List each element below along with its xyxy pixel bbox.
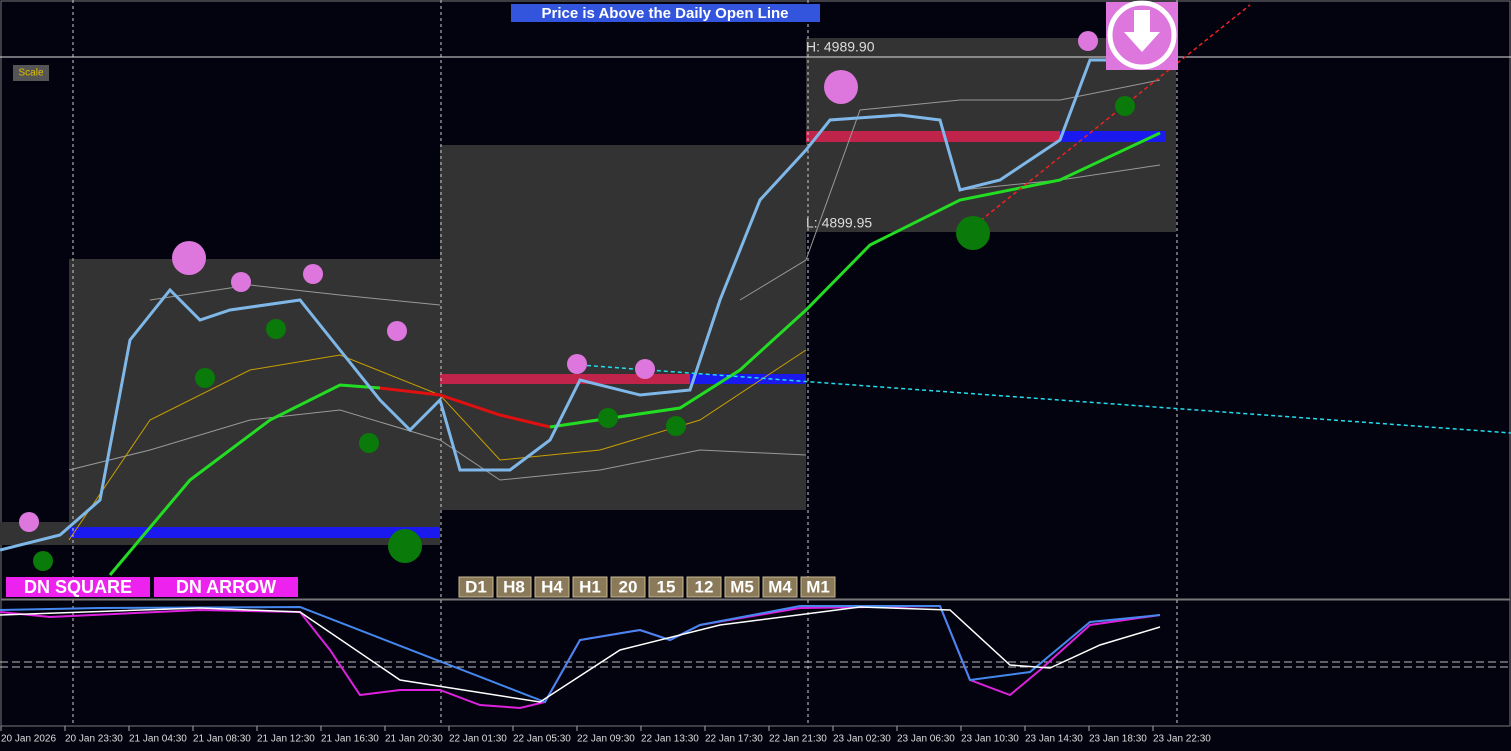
moving-average <box>549 131 1161 429</box>
session-box <box>0 522 69 545</box>
timeframe-button[interactable] <box>496 576 532 598</box>
time-label: 22 Jan 21:30 <box>769 734 827 745</box>
timeframe-label[interactable]: H8 <box>503 577 525 596</box>
timeframe-label[interactable]: 15 <box>657 577 676 596</box>
timeframe-button[interactable] <box>648 576 684 598</box>
time-label: 20 Jan 2026 <box>1 734 56 745</box>
price <box>0 53 1161 552</box>
day-separators <box>72 0 1178 726</box>
signal-button-label[interactable]: DN ARROW <box>176 577 276 597</box>
signal-dots <box>33 96 1135 571</box>
time-label: 23 Jan 06:30 <box>897 734 955 745</box>
high-label: H: 4989.90 <box>806 39 875 55</box>
banner-bg <box>511 4 820 22</box>
zone <box>1060 131 1166 142</box>
signal-button-label[interactable]: DN SQUARE <box>24 577 132 597</box>
time-label: 22 Jan 09:30 <box>577 734 635 745</box>
zone <box>690 374 806 384</box>
timeframe-button[interactable] <box>572 576 608 598</box>
timeframe-button[interactable] <box>800 576 836 598</box>
timeframe-label[interactable]: 12 <box>695 577 714 596</box>
time-label: 23 Jan 02:30 <box>833 734 891 745</box>
session-box <box>69 259 440 545</box>
time-label: 22 Jan 05:30 <box>513 734 571 745</box>
time-label: 23 Jan 18:30 <box>1089 734 1147 745</box>
trend-line <box>974 4 1251 226</box>
timeframe-label[interactable]: M5 <box>730 577 754 596</box>
low-label: L: 4899.95 <box>806 215 872 231</box>
signal-line <box>0 606 1161 703</box>
scale-button[interactable] <box>13 65 49 81</box>
session-box <box>440 145 806 510</box>
timeframe-label[interactable]: M4 <box>768 577 792 596</box>
trend-line <box>579 364 1511 434</box>
time-label: 21 Jan 04:30 <box>129 734 187 745</box>
zone <box>806 131 1060 142</box>
time-label: 20 Jan 23:30 <box>65 734 123 745</box>
time-label: 23 Jan 14:30 <box>1025 734 1083 745</box>
time-label: 21 Jan 16:30 <box>321 734 379 745</box>
time-label: 22 Jan 13:30 <box>641 734 699 745</box>
oscillator <box>0 605 1161 704</box>
time-label: 23 Jan 10:30 <box>961 734 1019 745</box>
indicator-frame <box>0 599 1511 727</box>
timeframe-label[interactable]: H4 <box>541 577 563 596</box>
banner: Price is Above the Daily Open Line <box>541 5 788 22</box>
timeframe-label[interactable]: M1 <box>806 577 830 596</box>
timeframe-label[interactable]: D1 <box>465 577 487 596</box>
timeframe-label[interactable]: H1 <box>579 577 601 596</box>
signal-dots <box>19 31 1098 532</box>
time-label: 23 Jan 22:30 <box>1153 734 1211 745</box>
scale-button-label[interactable]: Scale <box>18 68 43 79</box>
time-label: 21 Jan 12:30 <box>257 734 315 745</box>
time-label: 21 Jan 20:30 <box>385 734 443 745</box>
zone <box>440 374 690 384</box>
timeframe-button[interactable] <box>686 576 722 598</box>
band <box>68 409 807 481</box>
timeframe-button[interactable] <box>762 576 798 598</box>
dn-arrow <box>1124 10 1160 52</box>
timeframe-button[interactable] <box>610 576 646 598</box>
zone <box>69 527 440 538</box>
main-frame <box>0 0 1511 600</box>
timeframe-button[interactable] <box>724 576 760 598</box>
moving-average <box>379 386 551 429</box>
moving-average <box>108 383 381 576</box>
time-label: 21 Jan 08:30 <box>193 734 251 745</box>
time-label: 22 Jan 17:30 <box>705 734 763 745</box>
timeframe-button[interactable] <box>534 576 570 598</box>
time-label: 22 Jan 01:30 <box>449 734 507 745</box>
signal-button[interactable] <box>6 577 150 597</box>
signal-button[interactable] <box>154 577 298 597</box>
band <box>149 284 441 306</box>
dn-arrow <box>1107 0 1177 70</box>
timeframe-label[interactable]: 20 <box>619 577 638 596</box>
timeframe-button[interactable] <box>458 576 494 598</box>
